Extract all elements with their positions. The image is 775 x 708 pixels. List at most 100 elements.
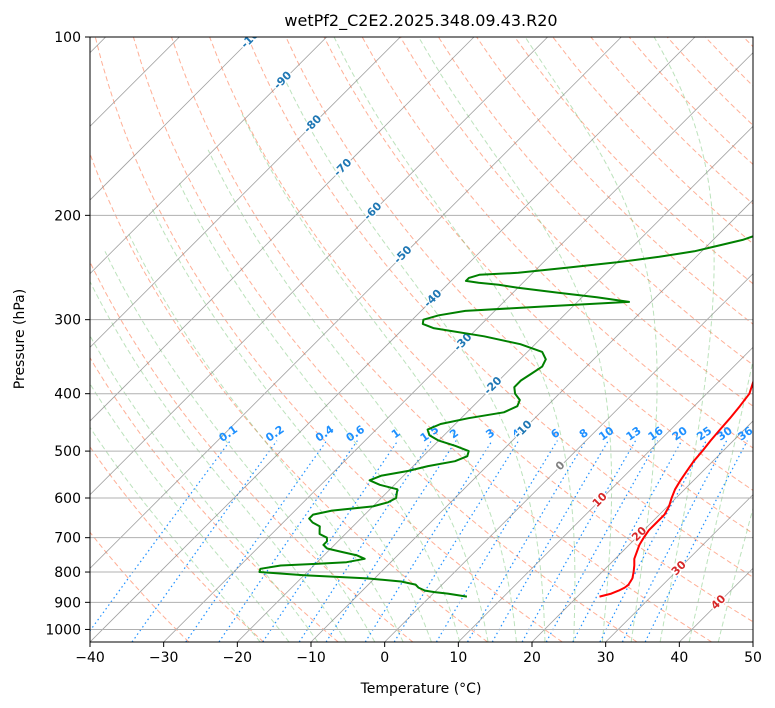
isotherm-line [458,346,753,642]
isotherm-label: 0 [553,458,568,473]
y-tick-label: 500 [54,444,81,460]
moist-adiabat-line [90,426,261,642]
mixing-ratio-label: 8 [577,426,591,441]
mixing-ratio-label: 0.2 [263,423,286,445]
moist-adiabats [90,37,753,642]
mixing-ratio-label: 3 [483,426,497,441]
isotherm-line [90,37,475,422]
isotherm-line [90,37,327,275]
dry-adiabat-line [743,37,753,48]
dry-adiabat-line [90,356,339,642]
x-tick-label: 50 [744,650,762,666]
mixing-ratio-line [298,440,432,642]
moist-adiabat-line [177,180,461,642]
reference-line-labels: 0.1 0.2 0.4 0.6 1 1.5 2 3 4 6 8 10 13 16 20 25 30 36-100-… [217,37,755,614]
mixing-ratio-lines [90,440,748,642]
temperature-profile-line [599,379,753,598]
mixing-ratio-label: 0.4 [313,423,337,445]
isotherm-line [90,37,622,569]
x-tick-label: −30 [149,650,179,666]
dry-adiabat-line [399,37,753,407]
mixing-ratio-label: 20 [670,424,690,444]
dry-adiabat-line [132,37,638,642]
x-tick-label: 20 [523,650,541,666]
mixing-ratio-line [131,440,278,642]
isotherm-line [90,37,696,642]
moist-adiabat-line [281,72,546,642]
isotherm-line [605,494,753,642]
mixing-ratio-line [621,440,728,642]
dry-adiabat-line [666,37,753,126]
moist-adiabat-line [104,251,376,642]
mixing-ratio-line [599,440,707,642]
mixing-ratio-line [364,440,493,642]
dry-adiabat-line [171,37,712,642]
dry-adiabat-line [704,37,753,87]
y-tick-label: 200 [54,208,81,224]
mixing-ratio-line [572,440,683,642]
moist-adiabat-line [241,113,517,642]
x-tick-label: 0 [380,650,389,666]
plot-frame [89,36,754,643]
y-axis-title: Pressure (hPa) [12,289,28,389]
dry-adiabat-line [90,260,414,642]
moist-adiabat-line [333,37,576,642]
isotherm-line [384,273,753,642]
y-tick-label: 1000 [45,622,81,638]
isotherm-label: -50 [391,243,414,266]
moist-adiabat-line [90,280,347,642]
isotherm-line [237,125,753,642]
mixing-ratio-line [393,440,520,642]
x-axis-title: Temperature (°C) [360,681,482,697]
y-tick-label: 600 [54,491,81,507]
mixing-ratio-label: 0.1 [217,423,240,445]
plot-area: 0.1 0.2 0.4 0.6 1 1.5 2 3 4 6 8 10 13 16 20 25 30 36-100-… [90,37,755,642]
dry-adiabat-line [590,37,753,205]
x-tick-label: −40 [75,650,105,666]
isotherm-label: -70 [331,156,354,179]
moist-adiabat-line [90,382,290,642]
dewpoint-profile-line [258,235,753,598]
dry-adiabat-line [514,37,753,285]
dry-adiabat-line [90,531,190,642]
dry-adiabat-line [552,37,753,245]
x-axis: −40 −30 −20 −10 0 10 20 30 40 50 [75,642,762,666]
isotherm-label: -90 [271,68,294,91]
sounding-series [258,235,753,598]
y-tick-label: 300 [54,313,81,329]
isotherm-label: -40 [421,287,444,310]
mixing-ratio-line [466,440,587,642]
mixing-ratio-label: 13 [624,424,644,443]
x-tick-label: 10 [449,650,467,666]
mixing-ratio-line [644,440,748,642]
dry-adiabats [90,37,753,642]
mixing-ratio-label: 2 [447,426,461,441]
dry-adiabat-line [361,37,753,449]
x-tick-label: 40 [670,650,688,666]
isotherm-label: 30 [669,558,689,578]
mixing-ratio-label: 36 [735,424,755,444]
y-tick-label: 700 [54,531,81,547]
moist-adiabat-line [128,233,404,642]
mixing-ratio-line [545,440,659,642]
mixing-ratio-line [262,440,399,642]
moist-adiabat-line [207,149,489,642]
dry-adiabat-line [90,446,264,642]
moist-adiabat-line [524,37,658,642]
pressure-gridlines [90,37,753,630]
isotherm-label: 10 [590,490,610,510]
isotherm-line [90,37,401,348]
mixing-ratio-line [218,440,358,642]
moist-adiabat-line [653,37,715,642]
isotherm-line [531,420,753,642]
dry-adiabat-line [476,37,753,325]
isotherms [90,37,753,642]
isotherm-line [679,567,753,642]
y-tick-label: 800 [54,565,81,581]
x-tick-label: −10 [296,650,326,666]
isotherm-label: -80 [301,112,324,135]
x-tick-label: −20 [223,650,253,666]
moist-adiabat-line [717,506,753,642]
mixing-ratio-line [491,440,609,642]
